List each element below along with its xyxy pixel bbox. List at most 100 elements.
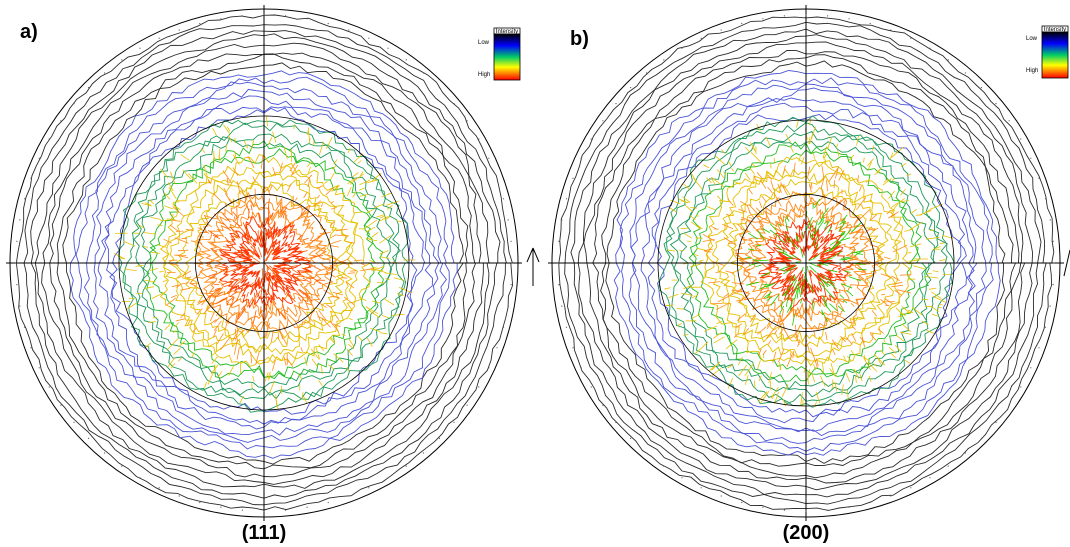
contour-stroke (873, 363, 877, 367)
contour-stroke (891, 146, 904, 158)
contour-stroke (683, 183, 690, 190)
contour-stroke (232, 167, 239, 177)
contour-stroke (789, 145, 794, 153)
rim-dot (488, 157, 490, 159)
contour-stroke (236, 346, 240, 360)
contour-stroke (226, 296, 234, 303)
rim-dot (1020, 386, 1022, 388)
contour-stroke (347, 272, 355, 274)
contour-stroke (811, 126, 816, 140)
contour-stroke (728, 160, 732, 166)
contour-stroke (283, 266, 291, 272)
contour-stroke (928, 287, 937, 290)
contour-stroke (731, 289, 740, 296)
contour-stroke (135, 264, 141, 267)
rim-dot (572, 177, 574, 179)
contour-stroke (298, 289, 305, 295)
rim-dot (263, 14, 265, 16)
rim-dot (1049, 305, 1051, 307)
rim-dot (507, 219, 509, 221)
contour-stroke (716, 195, 724, 203)
contour-stroke (935, 248, 941, 251)
contour-stroke (755, 207, 763, 215)
rim-dot (1044, 198, 1047, 200)
contour-stroke (800, 298, 803, 304)
contour-stroke (868, 228, 876, 231)
contour-stroke (746, 281, 759, 286)
contour-stroke (267, 322, 271, 330)
contour-stroke (810, 347, 816, 362)
contour-stroke (744, 172, 751, 181)
panel-a-letter: a) (20, 21, 38, 43)
contour-stroke (830, 362, 835, 376)
contour-stroke (822, 275, 835, 285)
rim-dot (327, 22, 329, 25)
contour-stroke (290, 164, 299, 177)
contour-stroke (864, 272, 873, 275)
contour-stroke (708, 189, 712, 194)
contour-stroke (743, 268, 751, 272)
contour-stroke (167, 357, 176, 368)
contour-stroke (186, 320, 191, 326)
contour-stroke (371, 266, 379, 269)
rim-dot (30, 347, 32, 349)
contour-stroke (698, 225, 703, 230)
contour-stroke (924, 305, 932, 308)
contour-stroke (792, 280, 801, 294)
contour-stroke (149, 199, 155, 205)
rim-dot (48, 138, 50, 140)
panel-a-legend: Intensity Low High (478, 27, 521, 81)
rim-dot (762, 506, 764, 508)
contour-stroke (832, 348, 836, 356)
contour-stroke (680, 200, 688, 204)
contour-stroke (856, 136, 859, 146)
legend-b-high: High (1026, 68, 1038, 74)
contour-stroke (286, 184, 292, 192)
contour-stroke (827, 226, 833, 234)
contour-stroke (208, 180, 212, 185)
contour-stroke (177, 357, 182, 362)
contour-stroke (716, 169, 725, 179)
rim-dot (783, 15, 786, 17)
contour-stroke (261, 221, 263, 228)
rim-dot (1053, 262, 1055, 264)
contour-stroke (227, 240, 232, 243)
contour-stroke (226, 178, 229, 186)
rim-dot (263, 510, 265, 512)
contour-stroke (787, 257, 793, 260)
contour-stroke (742, 238, 753, 242)
contour-stroke (891, 284, 904, 288)
contour-stroke (690, 221, 702, 230)
contour-stroke (352, 190, 357, 198)
contour-stroke (201, 275, 208, 279)
contour-stroke (889, 211, 900, 218)
contour-stroke (801, 156, 805, 165)
contour-stroke (272, 131, 277, 143)
contour-stroke (311, 235, 321, 243)
rim-dot (38, 157, 40, 159)
panel-b-legend: Intensity Low High (1026, 25, 1069, 79)
contour-stroke (353, 153, 363, 163)
contour-stroke (221, 280, 232, 286)
contour-stroke (231, 278, 244, 290)
contour-stroke (867, 158, 874, 167)
contour-stroke (387, 204, 393, 210)
contour-stroke (757, 230, 765, 241)
contour-stroke (840, 335, 846, 343)
contour-stroke (848, 276, 862, 282)
contour-stroke (811, 182, 813, 189)
contour-stroke (753, 175, 757, 181)
rim-dot (16, 284, 18, 286)
contour-stroke (777, 183, 782, 193)
contour-stroke (798, 154, 802, 162)
contour-stroke (664, 287, 671, 290)
rim-dot (73, 103, 75, 105)
contour-stroke (283, 290, 286, 295)
rim-dot (741, 22, 743, 25)
contour-stroke (900, 188, 906, 196)
contour-stroke (272, 166, 276, 176)
contour-stroke (370, 327, 381, 332)
contour-stroke (303, 192, 308, 199)
contour-stroke (266, 268, 269, 276)
contour-stroke (765, 282, 776, 288)
